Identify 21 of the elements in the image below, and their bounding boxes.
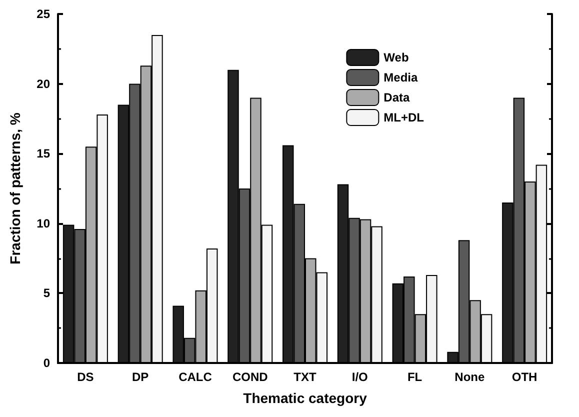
y-tick-label: 0 <box>43 356 50 370</box>
y-tick-label: 10 <box>36 216 50 230</box>
legend-label: ML+DL <box>384 110 424 124</box>
legend-label: Web <box>384 50 409 64</box>
x-tick-label: FL <box>407 370 422 384</box>
y-tick-label: 25 <box>36 7 50 21</box>
legend-label: Data <box>384 90 410 104</box>
x-tick-label: None <box>454 370 485 384</box>
x-tick-label: TXT <box>294 370 317 384</box>
legend-label: Media <box>384 70 418 84</box>
y-axis-title: Fraction of patterns, % <box>7 112 23 264</box>
x-tick-label: DP <box>132 370 149 384</box>
y-tick-label: 15 <box>36 146 50 161</box>
x-tick-label: I/O <box>352 370 368 384</box>
x-axis-title: Thematic category <box>243 390 368 406</box>
x-tick-label: OTH <box>512 370 538 384</box>
x-tick-label: CALC <box>178 370 212 384</box>
y-tick-label: 5 <box>43 286 50 300</box>
y-tick-label: 20 <box>36 76 50 91</box>
x-tick-label: DS <box>77 370 94 384</box>
x-tick-label: COND <box>232 370 268 384</box>
